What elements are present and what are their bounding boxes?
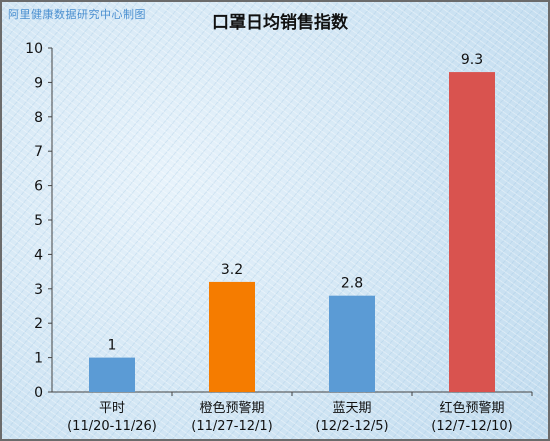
y-tick-label: 2	[34, 316, 43, 332]
x-tick-sublabel: (12/7-12/10)	[431, 419, 513, 434]
x-tick-sublabel: (11/27-12/1)	[191, 419, 273, 434]
y-tick-label: 3	[34, 282, 43, 298]
data-label: 9.3	[461, 52, 483, 68]
bar	[89, 357, 135, 392]
chart-title: 口罩日均销售指数	[212, 12, 349, 33]
watermark: 阿里健康数据研究中心制图	[8, 8, 146, 21]
y-tick-label: 0	[34, 385, 43, 401]
x-tick-sublabel: (12/2-12/5)	[315, 419, 388, 434]
data-label: 1	[108, 338, 117, 354]
bar	[209, 281, 255, 392]
x-tick-label: 红色预警期	[439, 400, 504, 416]
x-tick-label: 平时	[99, 401, 125, 416]
bar	[449, 72, 495, 392]
x-tick-sublabel: (11/20-11/26)	[67, 419, 157, 434]
axes: 0 1 2 3 4 5 6 7 8 9 10	[25, 41, 533, 401]
y-tick-label: 7	[34, 144, 43, 160]
data-label: 2.8	[341, 276, 363, 292]
y-tick-label: 6	[34, 179, 43, 195]
y-tick-label: 1	[34, 351, 43, 367]
y-tick-label: 5	[34, 213, 43, 229]
x-tick-label: 橙色预警期	[199, 400, 264, 416]
bar	[329, 295, 375, 392]
bars	[89, 72, 495, 392]
y-tick-label: 8	[34, 110, 43, 126]
labels: 1 平时 (11/20-11/26) 3.2 橙色预警期 (11/27-12/1) 2.8 蓝…	[67, 52, 513, 434]
y-tick-label: 10	[25, 41, 43, 57]
y-tick-label: 9	[34, 75, 43, 91]
y-tick-label: 4	[34, 247, 43, 263]
data-label: 3.2	[221, 262, 243, 278]
x-tick-label: 蓝天期	[332, 401, 371, 416]
